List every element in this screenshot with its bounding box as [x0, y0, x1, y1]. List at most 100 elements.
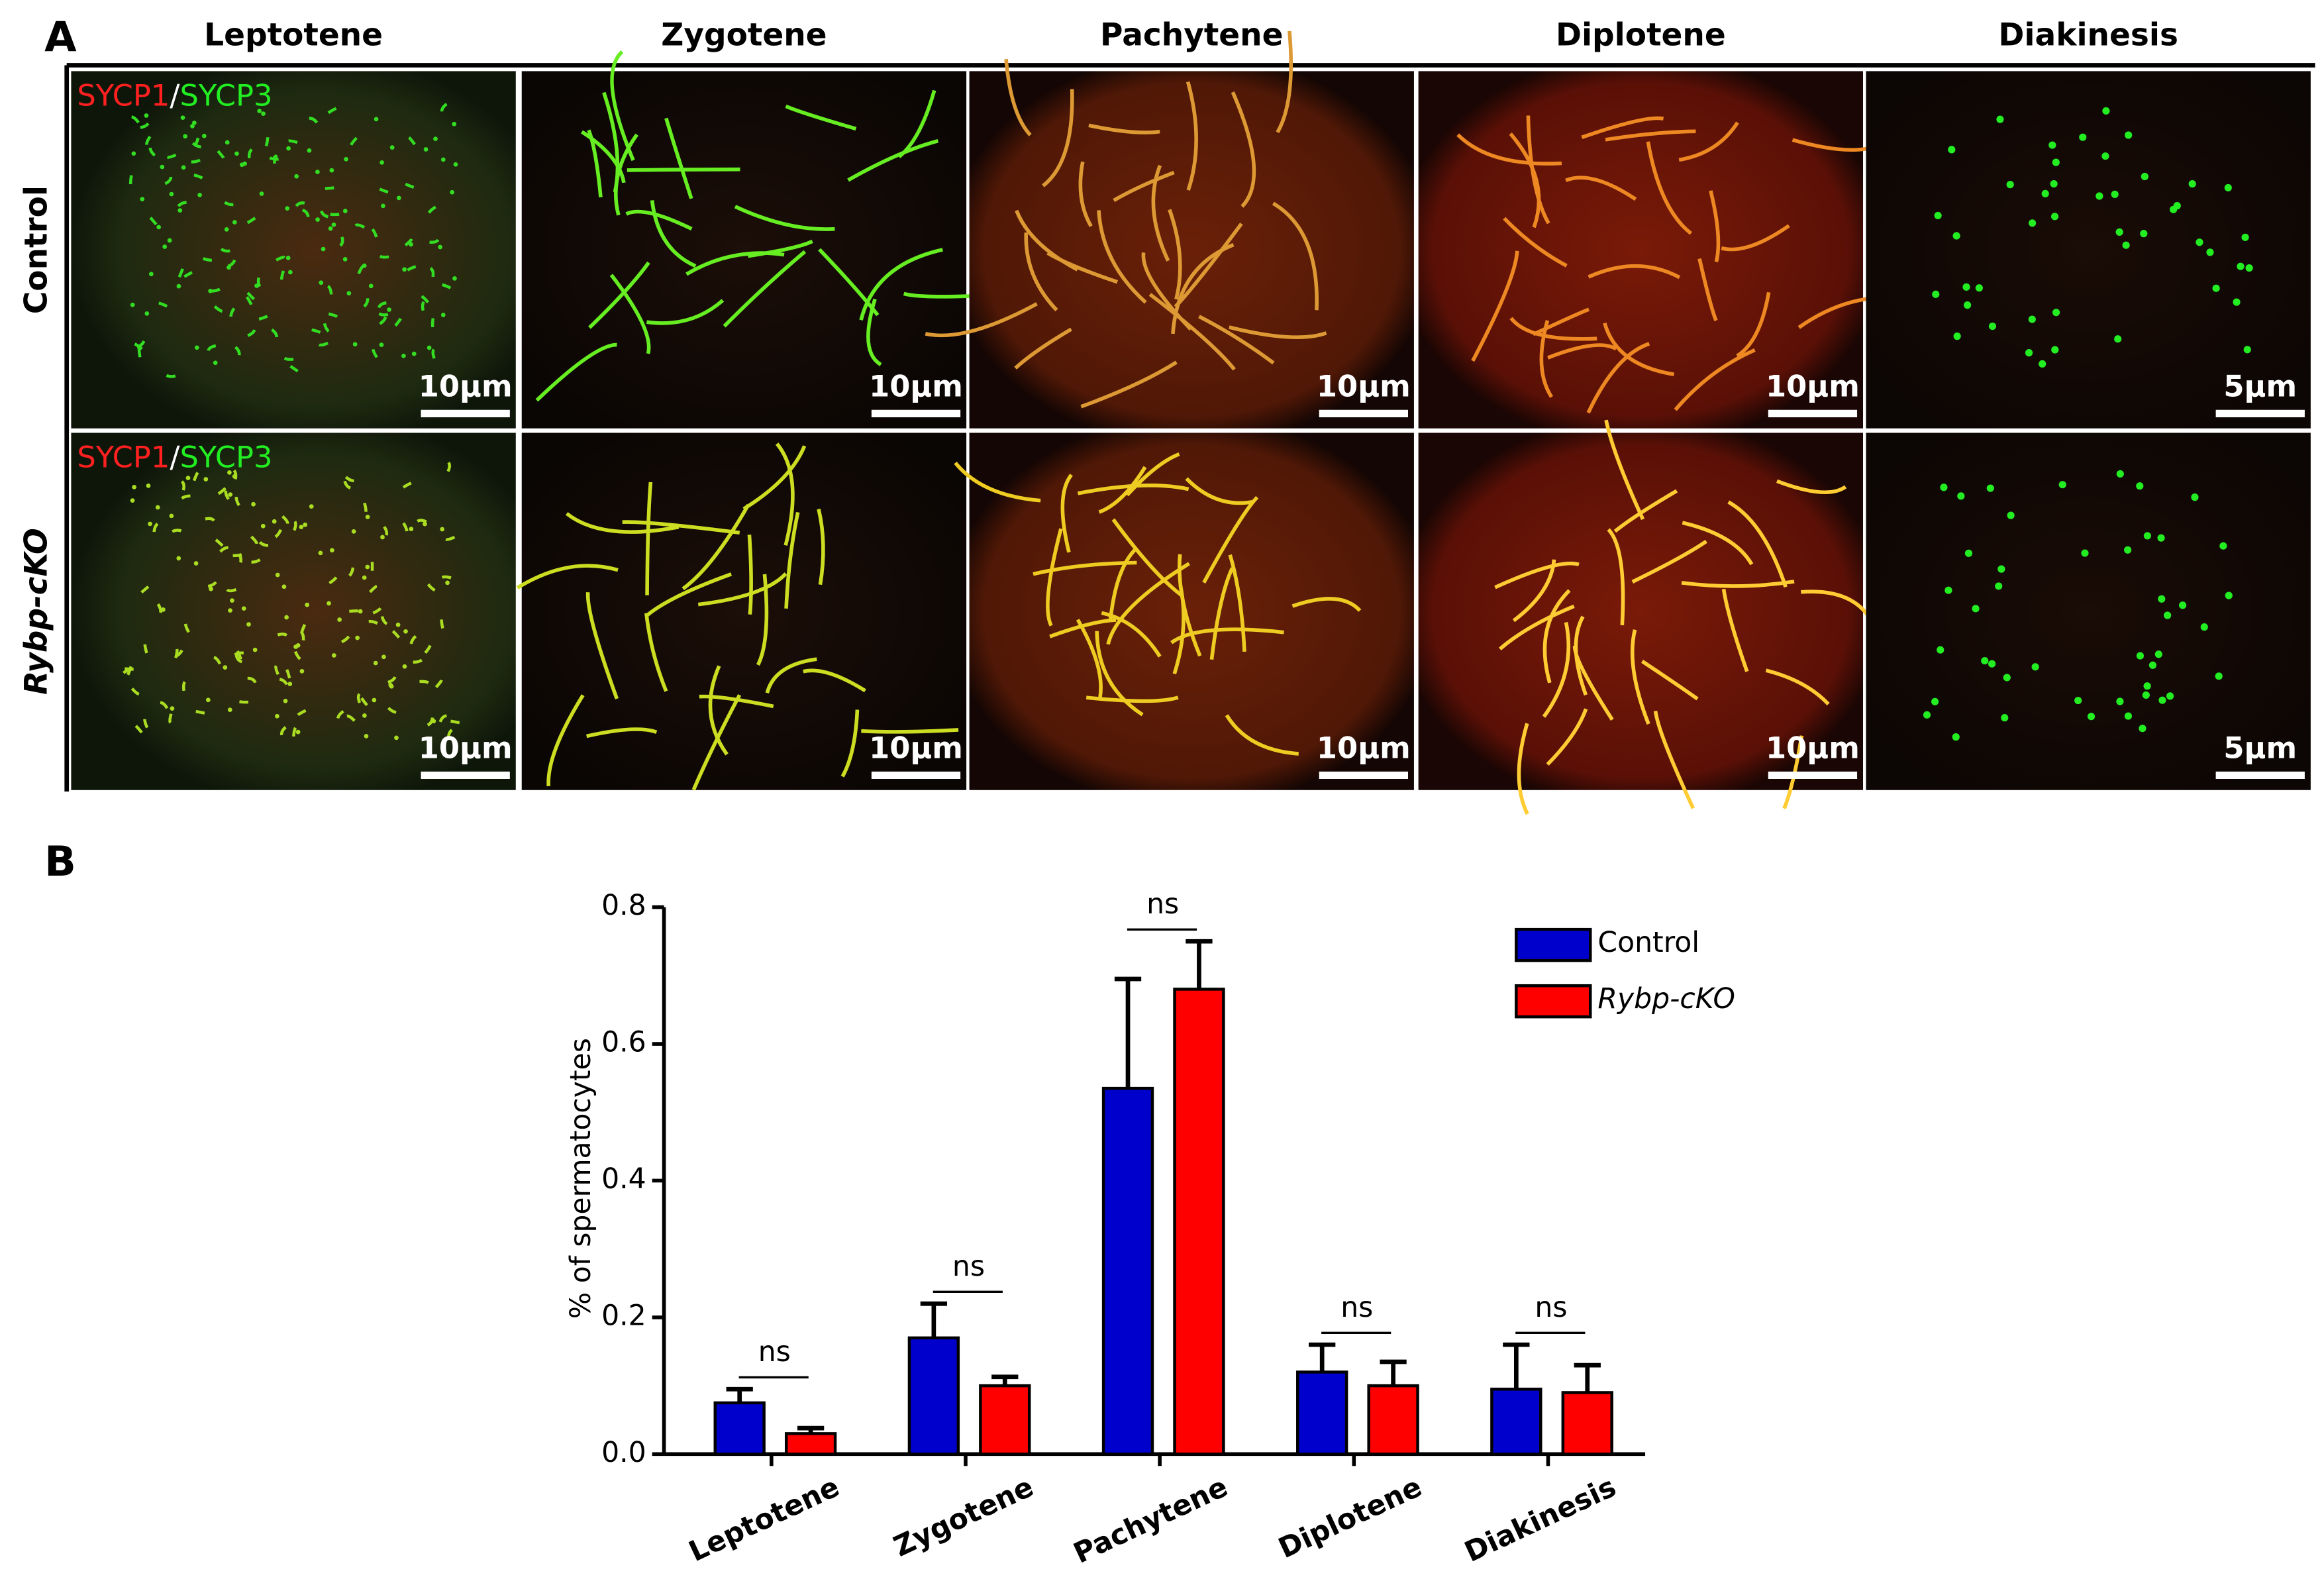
chromosome-focus — [283, 698, 288, 703]
chromosome-focus — [162, 244, 168, 249]
chromosome-axis — [279, 270, 285, 280]
chromosome-focus — [272, 519, 277, 524]
chromosome-axis — [215, 538, 224, 547]
chromosome-axis — [1503, 217, 1568, 268]
chromosome-focus — [295, 729, 301, 735]
chromosome-axis — [1046, 528, 1063, 627]
chromosome-axis — [339, 236, 344, 247]
row-label: Control — [19, 185, 55, 314]
chromosome-focus — [225, 140, 230, 145]
chromosome-focus — [1986, 484, 1994, 492]
chromosome-focus — [223, 665, 228, 670]
chromosome-axis — [622, 520, 740, 535]
chromosome-axis — [1653, 711, 1695, 809]
chromosome-focus — [2050, 213, 2059, 221]
chromosome-focus — [352, 342, 358, 347]
chromosome-axis — [1113, 170, 1175, 202]
chromosome-focus — [1953, 333, 1961, 340]
chromosome-axis — [1101, 611, 1162, 658]
chromosome-focus — [1923, 711, 1931, 719]
chromosome-focus — [1931, 697, 1939, 705]
chromosome-axis — [181, 681, 186, 692]
x-tick-label: Pachytene — [1069, 1471, 1233, 1570]
chromosome-focus — [197, 193, 202, 197]
chromosome-axis — [565, 512, 680, 534]
bar — [1173, 988, 1225, 1456]
chromosome-axis — [742, 445, 807, 511]
chromosome-focus — [1937, 646, 1945, 654]
chromosome-axis — [765, 657, 817, 693]
chromosome-axis — [1542, 589, 1571, 684]
chromosome-focus — [2051, 346, 2059, 354]
chromosome-focus — [144, 113, 149, 118]
chromosome-axis — [1546, 708, 1588, 766]
chromosome-axis — [1678, 121, 1739, 162]
chromosome-axis — [925, 302, 1038, 338]
chromosome-focus — [1988, 322, 1997, 331]
chromosome-axis — [546, 694, 585, 787]
chromosome-axis — [247, 676, 257, 684]
chromosome-focus — [2125, 131, 2133, 139]
chromosome-axis — [1721, 224, 1790, 252]
chromosome-axis — [207, 344, 217, 352]
chromosome-axis — [1174, 223, 1243, 309]
chromosome-focus — [423, 147, 429, 152]
chromosome-focus — [227, 707, 232, 712]
chromosome-focus — [315, 170, 320, 174]
chromosome-focus — [1997, 565, 2005, 573]
chromosome-focus — [2050, 179, 2058, 188]
chromosome-axis — [239, 700, 248, 704]
chromosome-axis — [708, 665, 729, 756]
chromosome-focus — [190, 124, 195, 128]
chromosome-axis — [1697, 258, 1718, 322]
chromosome-axis — [1709, 190, 1721, 263]
chromosome-axis — [363, 502, 368, 512]
chromosome-axis — [288, 139, 298, 144]
significance-label: ns — [1340, 1292, 1373, 1324]
chromosome-axis — [1509, 317, 1597, 341]
chromosome-focus — [131, 151, 136, 156]
chromosome-axis — [1581, 116, 1664, 139]
chromosome-focus — [440, 527, 445, 532]
chromosome-axis — [346, 714, 356, 722]
chromosome-focus — [2003, 674, 2011, 682]
chromosome-focus — [2116, 470, 2124, 478]
chromosome-focus — [299, 525, 304, 530]
x-tick-label: Diakinesis — [1460, 1471, 1621, 1569]
chromosome-axis — [168, 713, 173, 724]
chromosome-axis — [427, 583, 436, 592]
chromosome-focus — [440, 157, 446, 162]
chromosome-focus — [2001, 714, 2009, 722]
chromosome-focus — [294, 174, 299, 179]
chromosome-focus — [373, 660, 378, 666]
chromosome-axis — [368, 619, 378, 625]
chromosome-axis — [404, 238, 413, 247]
scale-bar-label: 10µm — [1317, 368, 1411, 403]
bar — [713, 1401, 766, 1456]
chromosome-focus — [362, 575, 367, 580]
chromosome-focus — [411, 351, 417, 356]
chromosome-focus — [2233, 298, 2241, 306]
chromosome-axis — [442, 283, 452, 289]
chromosome-focus — [329, 168, 334, 173]
y-tick-label: 0.0 — [601, 1437, 646, 1469]
chromosome-focus — [254, 283, 259, 288]
chromosome-focus — [1996, 115, 2004, 123]
chromosome-focus — [2029, 219, 2037, 227]
chromosome-axis — [954, 461, 1041, 503]
chromosome-focus — [309, 504, 314, 509]
chromosome-axis — [697, 572, 787, 607]
chromosome-axis — [277, 633, 288, 637]
legend-swatch — [1515, 984, 1592, 1019]
chromosome-axis — [1170, 627, 1284, 644]
x-tick-label: Zygotene — [889, 1471, 1038, 1564]
chromosome-axis — [1231, 91, 1256, 208]
micrograph — [1418, 71, 1864, 429]
chromosome-axis — [1517, 723, 1529, 815]
chromosome-focus — [2206, 248, 2214, 256]
chromosome-axis — [213, 656, 222, 665]
chromosome-focus — [2111, 190, 2119, 198]
micrograph — [969, 433, 1414, 790]
chromosome-focus — [1952, 232, 1960, 240]
chromosome-focus — [1932, 290, 1940, 298]
